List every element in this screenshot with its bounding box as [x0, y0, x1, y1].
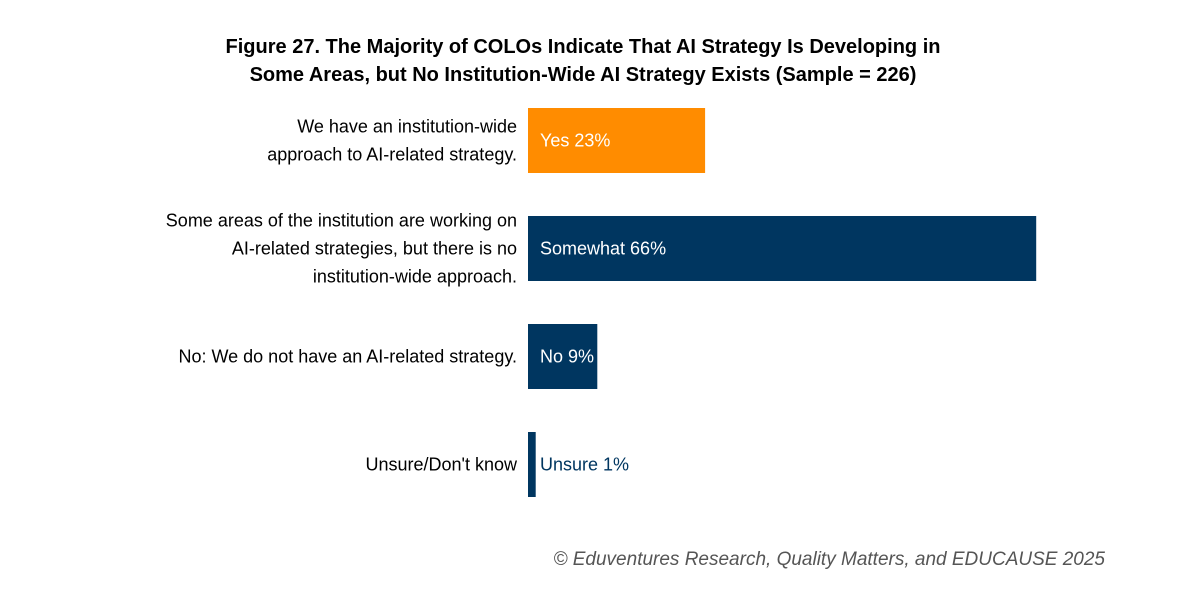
- category-label-line: AI-related strategies, but there is no: [232, 239, 517, 259]
- category-label-4: Unsure/Don't know: [365, 455, 518, 475]
- bar-1: [528, 108, 706, 173]
- bar-value-label-4: Unsure 1%: [540, 455, 629, 475]
- chart-title: Figure 27. The Majority of COLOs Indicat…: [0, 33, 1166, 89]
- category-label-3: No: We do not have an AI-related strateg…: [178, 347, 517, 367]
- category-label-line: institution-wide approach.: [313, 267, 517, 287]
- category-label-line: No: We do not have an AI-related strateg…: [178, 347, 517, 367]
- category-label-line: approach to AI-related strategy.: [267, 145, 517, 165]
- category-label-line: Some areas of the institution are workin…: [166, 211, 517, 231]
- source-note: © Eduventures Research, Quality Matters,…: [553, 549, 1105, 570]
- bar-3: [528, 324, 598, 389]
- bar-value-label-1: Yes 23%: [540, 131, 610, 151]
- category-label-2: Some areas of the institution are workin…: [166, 211, 517, 287]
- bar-4: [528, 432, 536, 497]
- chart-title-line-2: Some Areas, but No Institution-Wide AI S…: [249, 64, 917, 86]
- chart-title-line-1: Figure 27. The Majority of COLOs Indicat…: [225, 36, 941, 58]
- bar-2: [528, 216, 1037, 281]
- category-label-line: We have an institution-wide: [297, 117, 517, 137]
- bar-value-label-3: No 9%: [540, 347, 594, 367]
- category-label-1: We have an institution-wide approach to A…: [267, 117, 517, 165]
- bar-value-label-2: Somewhat 66%: [540, 239, 666, 259]
- category-label-line: Unsure/Don't know: [365, 455, 518, 475]
